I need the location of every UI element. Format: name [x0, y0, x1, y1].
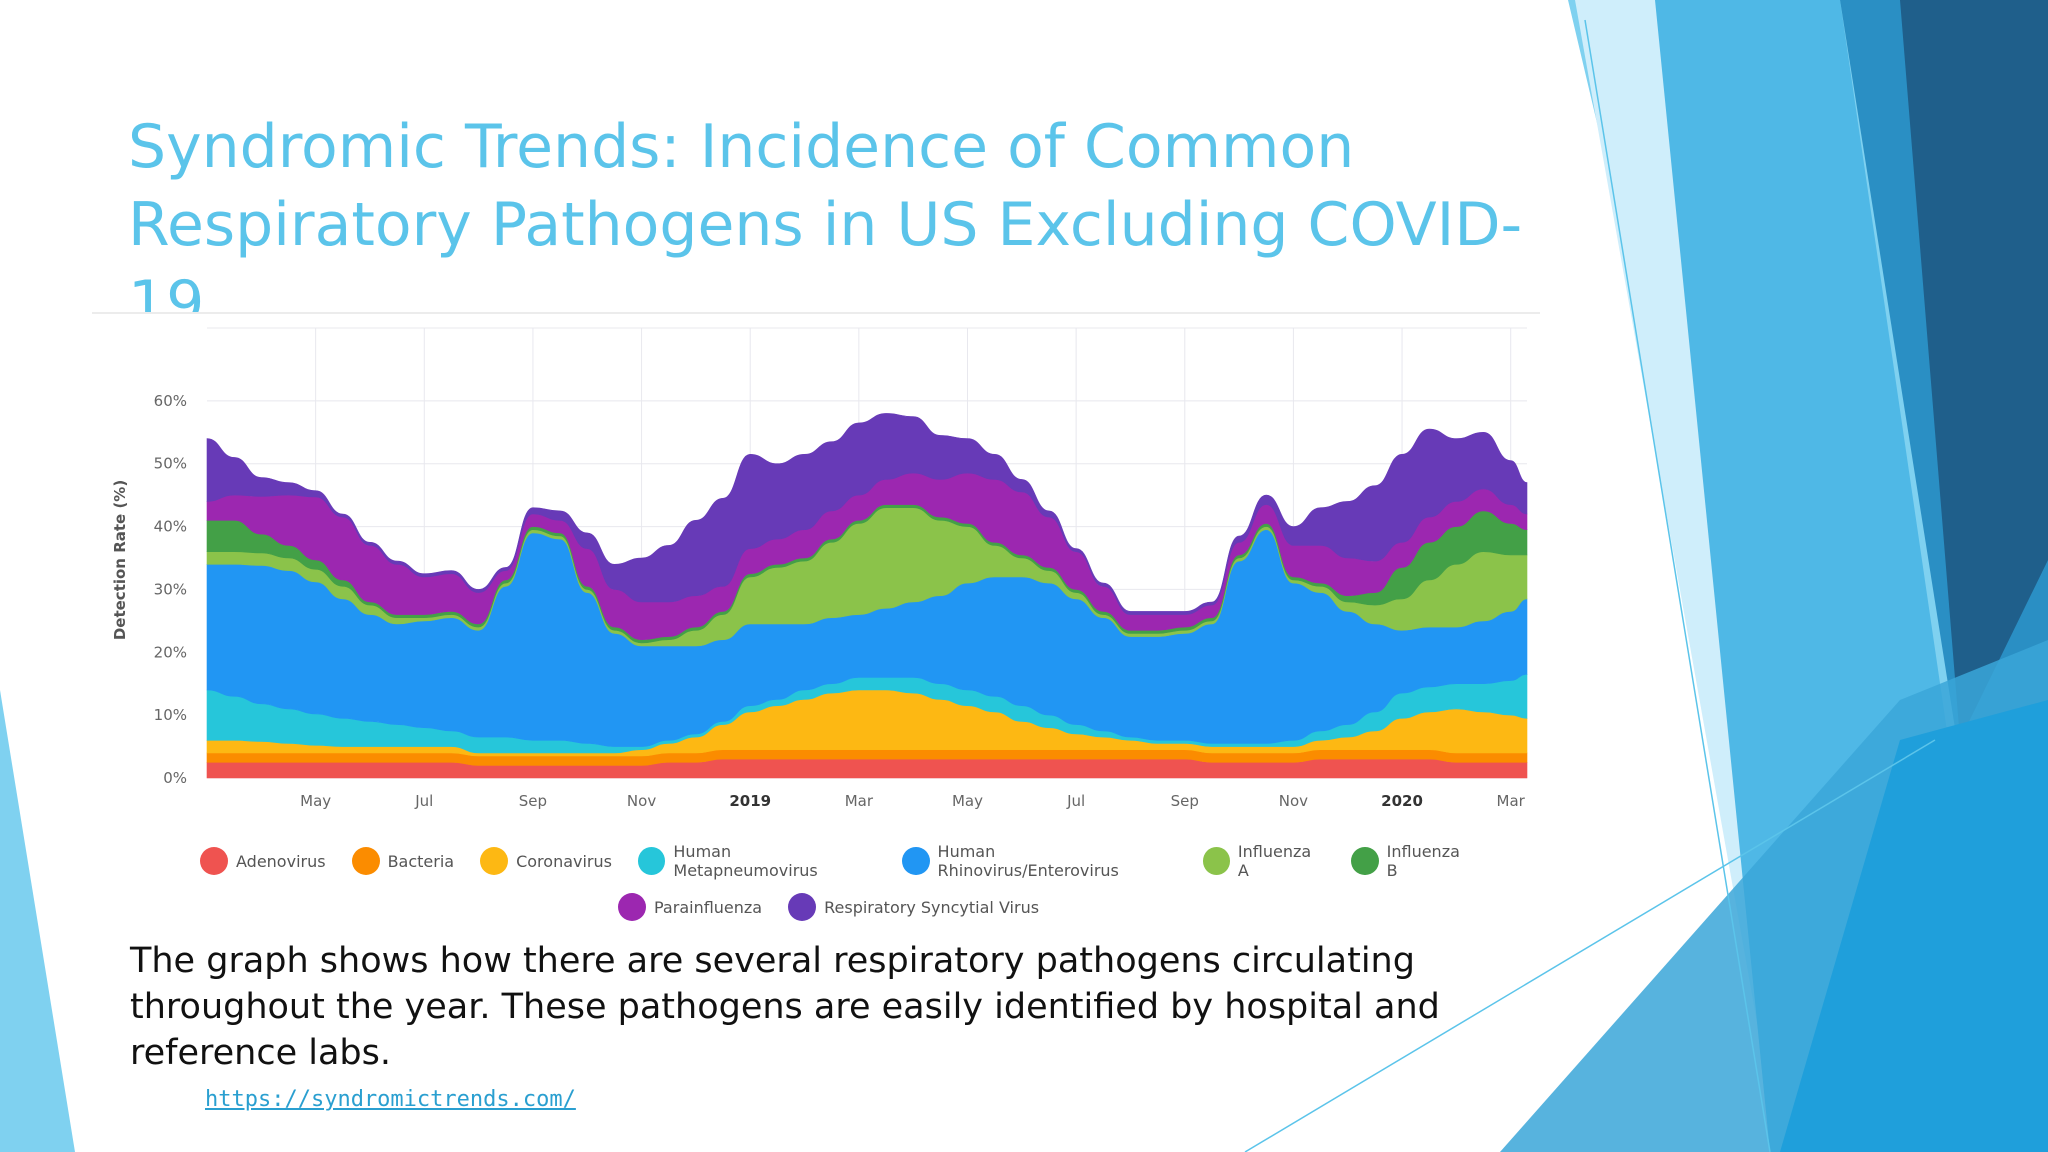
chart-areas [206, 413, 1528, 779]
x-tick-label: Sep [1171, 792, 1199, 810]
legend-label: Influenza A [1237, 842, 1312, 880]
x-tick-label: 2019 [729, 792, 771, 810]
chart-top-divider [92, 312, 1540, 314]
legend-swatch [1202, 847, 1230, 875]
legend-item[interactable]: Human Metapneumovirus [637, 842, 876, 880]
legend-item[interactable]: Adenovirus [200, 847, 326, 875]
x-tick-label: Mar [1497, 792, 1526, 810]
legend-swatch [618, 893, 646, 921]
y-axis-label: Detection Rate (%) [111, 480, 129, 640]
area-respiratory-syncytial-virus [206, 413, 1528, 615]
chart-legend: Adenovirus Bacteria Coronavirus Human Metap… [200, 838, 1500, 930]
legend-item[interactable]: Respiratory Syncytial Virus [788, 893, 1039, 921]
x-tick-label: Mar [845, 792, 874, 810]
legend-item[interactable]: Coronavirus [480, 847, 612, 875]
x-axis-ticks: May Jul Sep Nov 2019 Mar May Jul Sep Nov 2020 Mar [300, 792, 1526, 810]
legend-label: Human Rhinovirus/Enterovirus [937, 842, 1119, 880]
y-tick-label: 40% [154, 518, 187, 536]
y-axis-ticks: 0% 10% 20% 30% 40% 50% 60% [154, 392, 187, 787]
x-tick-label: May [300, 792, 331, 810]
left-edge-triangle [0, 690, 75, 1152]
x-tick-label: Nov [627, 792, 656, 810]
x-tick-label: Jul [414, 792, 433, 810]
legend-swatch [637, 847, 666, 875]
legend-label: Adenovirus [236, 851, 326, 871]
y-tick-label: 30% [154, 580, 187, 598]
legend-item[interactable]: Influenza A [1202, 842, 1326, 880]
thin-line-1 [1584, 19, 1771, 1152]
y-tick-label: 20% [154, 643, 187, 661]
legend-label: Respiratory Syncytial Virus [824, 897, 1040, 917]
legend-swatch [902, 847, 930, 875]
thin-line-2 [1244, 739, 1936, 1152]
y-tick-label: 50% [154, 455, 187, 473]
slide-caption: The graph shows how there are several re… [130, 941, 1440, 1073]
legend-item[interactable]: Influenza B [1351, 842, 1474, 880]
legend-item[interactable]: Parainfluenza [618, 893, 762, 921]
legend-item[interactable]: Bacteria [351, 847, 455, 875]
legend-label: Influenza B [1386, 842, 1460, 880]
x-tick-label: Jul [1066, 792, 1085, 810]
legend-label: Coronavirus [516, 851, 612, 871]
legend-swatch [1351, 847, 1379, 875]
legend-row: Parainfluenza Respiratory Syncytial Virus [200, 884, 1500, 930]
legend-swatch [351, 847, 380, 875]
right-wedge-darkest [1900, 0, 2048, 740]
legend-row: Adenovirus Bacteria Coronavirus Human Metap… [200, 838, 1500, 884]
legend-item[interactable]: Human Rhinovirus/Enterovirus [902, 842, 1176, 880]
y-tick-label: 10% [154, 706, 187, 724]
legend-label: Bacteria [387, 851, 455, 871]
bottom-right-bright [1780, 700, 2048, 1152]
source-link[interactable]: https://syndromictrends.com/ [205, 1087, 576, 1112]
x-tick-label: 2020 [1381, 792, 1423, 810]
x-tick-label: May [952, 792, 983, 810]
x-tick-label: Sep [519, 792, 547, 810]
legend-swatch [200, 847, 228, 875]
legend-swatch [480, 847, 509, 875]
x-tick-label: Nov [1279, 792, 1308, 810]
legend-label: Human Metapneumovirus [673, 842, 818, 880]
legend-label: Parainfluenza [654, 897, 763, 917]
stacked-area-chart: 0% 10% 20% 30% 40% 50% 60% May Jul Sep Nov 2019 Mar… [111, 327, 1528, 810]
slide-title: Syndromic Trends: Incidence of Common Re… [128, 112, 1523, 338]
y-tick-label: 60% [154, 392, 187, 410]
legend-swatch [788, 893, 817, 921]
y-tick-label: 0% [163, 769, 187, 787]
